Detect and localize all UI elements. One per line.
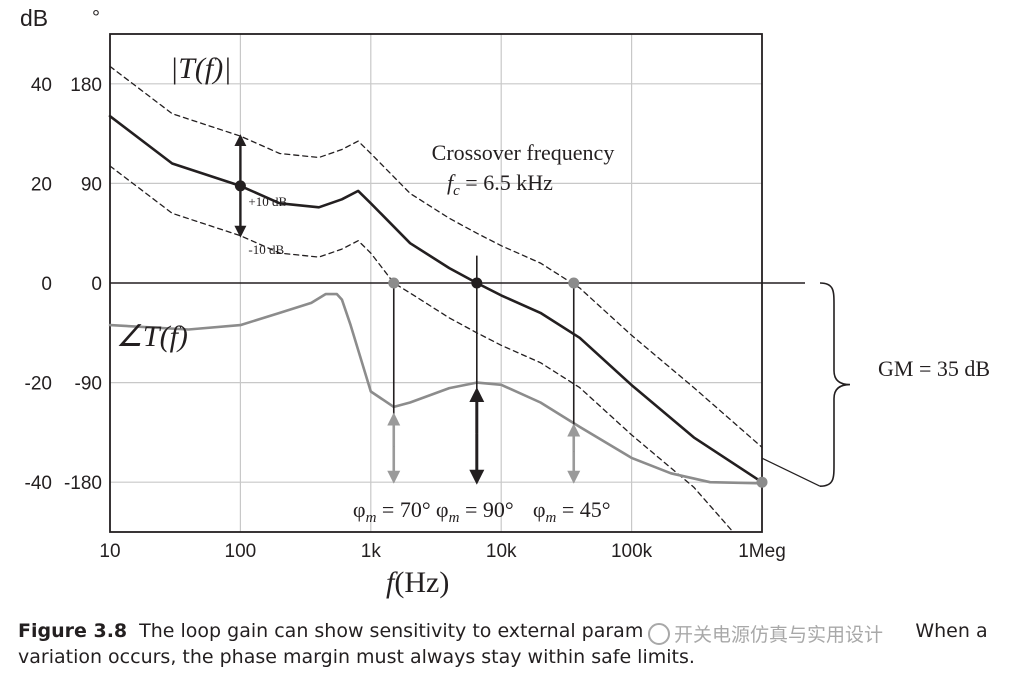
y-tick-label-db: 20 [31,174,52,195]
data-marker [756,476,768,488]
data-marker [234,180,246,192]
x-tick-label: 1k [361,541,382,562]
series-line [108,292,764,485]
pm-label: φm = 70° [353,497,431,526]
y-tick-label-db: -40 [25,473,52,494]
y-tick-label-deg: 180 [70,75,102,96]
data-marker [568,277,580,289]
x-tick-label: 10k [486,541,517,562]
crossover-f: f [447,170,456,195]
pm-value: = 45° [556,497,610,522]
y-tick-label-db: 0 [41,274,52,295]
y-tick-label-deg: 0 [91,274,102,295]
y-tick-label-db: 40 [31,75,52,96]
y-tick-label-deg: -180 [64,473,102,494]
watermark-text: 开关电源仿真与实用设计 [674,624,884,646]
y-unit-db: dB [20,5,48,31]
wechat-icon [648,623,670,645]
caption-line1-end: When a [915,620,988,642]
caption-line2: variation occurs, the phase margin must … [18,646,695,668]
caption-line1: The loop gain can show sensitivity to ex… [139,620,644,642]
plus10-label: +10 dB [248,194,287,209]
tick-labels: 10 100 1k 10k 100k 1Meg 40 180 20 90 0 0 -20 -90 -40 -1… [20,5,786,599]
series-group [108,65,764,533]
x-tick-label: 100k [611,541,653,562]
x-axis-label-unit: (Hz) [394,566,449,599]
data-marker [388,277,400,289]
series-line [108,114,764,484]
series-line [109,165,734,533]
grid [110,34,762,532]
y-tick-label-deg: 90 [81,174,102,195]
y-unit-deg: ° [92,7,100,29]
magnitude-label-text: |T(f)| [170,52,232,85]
pm-value: = 70° [376,497,430,522]
pm-symbol: φ [533,497,546,522]
x-tick-label: 1Meg [738,541,786,562]
crossover-sub: c [453,183,460,199]
y-tick-label-deg: -90 [75,374,102,395]
crossover-value: fc = 6.5 kHz [447,170,553,199]
caption-label: Figure 3.8 [18,620,128,642]
watermark: 开关电源仿真与实用设计 [648,620,883,647]
crossover-text: = 6.5 kHz [460,170,553,195]
gm-brace [819,282,851,487]
figure-caption: Figure 3.8 The loop gain can show sensiti… [18,618,1018,670]
axes [109,33,805,533]
x-axis-label: f(Hz) [386,566,449,599]
pm-symbol: φ [436,497,449,522]
magnitude-label: |T(f)| [170,52,232,85]
pm-subscript: m [546,510,557,526]
pm-subscript: m [449,510,460,526]
y-tick-label-db: -20 [25,374,52,395]
pm-label: φm = 90° [436,497,514,526]
series-line [109,65,763,448]
pm-subscript: m [366,510,377,526]
phase-label-text: ∠T(f) [116,320,188,353]
gm-brace-link [761,457,821,487]
crossover-title: Crossover frequency [432,140,615,165]
minus10-label: -10 dB [248,242,284,257]
pm-symbol: φ [353,497,366,522]
pm-value: = 90° [459,497,513,522]
pm-label: φm = 45° [533,497,611,526]
data-marker [471,277,483,289]
x-tick-label: 10 [99,541,120,562]
phase-label: ∠T(f) [116,320,188,353]
plot-frame [109,33,763,533]
x-tick-label: 100 [225,541,257,562]
gm-label: GM = 35 dB [878,356,990,381]
